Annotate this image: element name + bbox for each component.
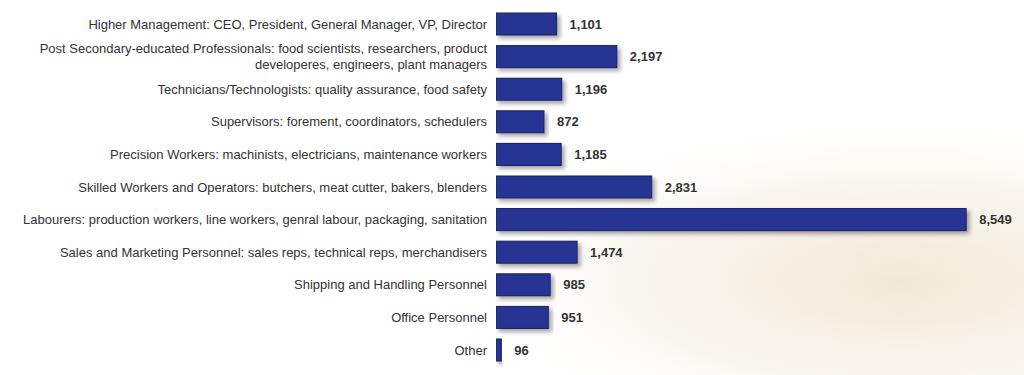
category-label: Labourers: production workers, line work… xyxy=(23,212,487,227)
value-label: 951 xyxy=(561,310,583,325)
bar xyxy=(496,339,501,361)
category-label: Supervisors: forement, coordinators, sch… xyxy=(211,114,488,129)
category-labels: Higher Management: CEO, President, Gener… xyxy=(23,17,488,358)
bar xyxy=(496,274,550,296)
bar xyxy=(496,176,652,198)
chart-svg: Higher Management: CEO, President, Gener… xyxy=(0,0,1024,375)
category-label: Shipping and Handling Personnel xyxy=(294,277,487,292)
category-label: Office Personnel xyxy=(391,310,487,325)
bar xyxy=(496,46,617,68)
chart-container: Higher Management: CEO, President, Gener… xyxy=(0,0,1024,375)
value-label: 1,101 xyxy=(570,17,603,32)
value-label: 2,831 xyxy=(665,180,698,195)
value-label: 1,474 xyxy=(590,245,623,260)
value-label: 1,185 xyxy=(574,147,607,162)
bar xyxy=(496,306,548,328)
category-label: Higher Management: CEO, President, Gener… xyxy=(88,17,487,32)
bar xyxy=(496,78,562,100)
value-label: 8,549 xyxy=(979,212,1012,227)
bar xyxy=(496,111,544,133)
bars xyxy=(496,13,966,361)
value-labels: 1,101 2,197 1,196 872 1,185 2,831 8,549 1,474 98… xyxy=(514,17,1011,358)
bar xyxy=(496,13,557,35)
background xyxy=(0,0,1024,375)
category-label: Technicians/Technologists: quality assur… xyxy=(157,82,487,97)
bar xyxy=(496,143,561,165)
category-label: Sales and Marketing Personnel: sales rep… xyxy=(60,245,488,260)
value-label: 96 xyxy=(514,343,528,358)
category-label: Precision Workers: machinists, electrici… xyxy=(110,147,487,162)
category-label: Post Secondary-educated Professionals: f… xyxy=(40,41,488,72)
category-label: Other xyxy=(454,343,487,358)
bar xyxy=(496,241,577,263)
category-label: Skilled Workers and Operators: butchers,… xyxy=(78,180,487,195)
value-label: 985 xyxy=(563,277,585,292)
value-label: 1,196 xyxy=(575,82,608,97)
value-label: 2,197 xyxy=(630,49,663,64)
bar xyxy=(496,209,966,231)
value-label: 872 xyxy=(557,114,579,129)
